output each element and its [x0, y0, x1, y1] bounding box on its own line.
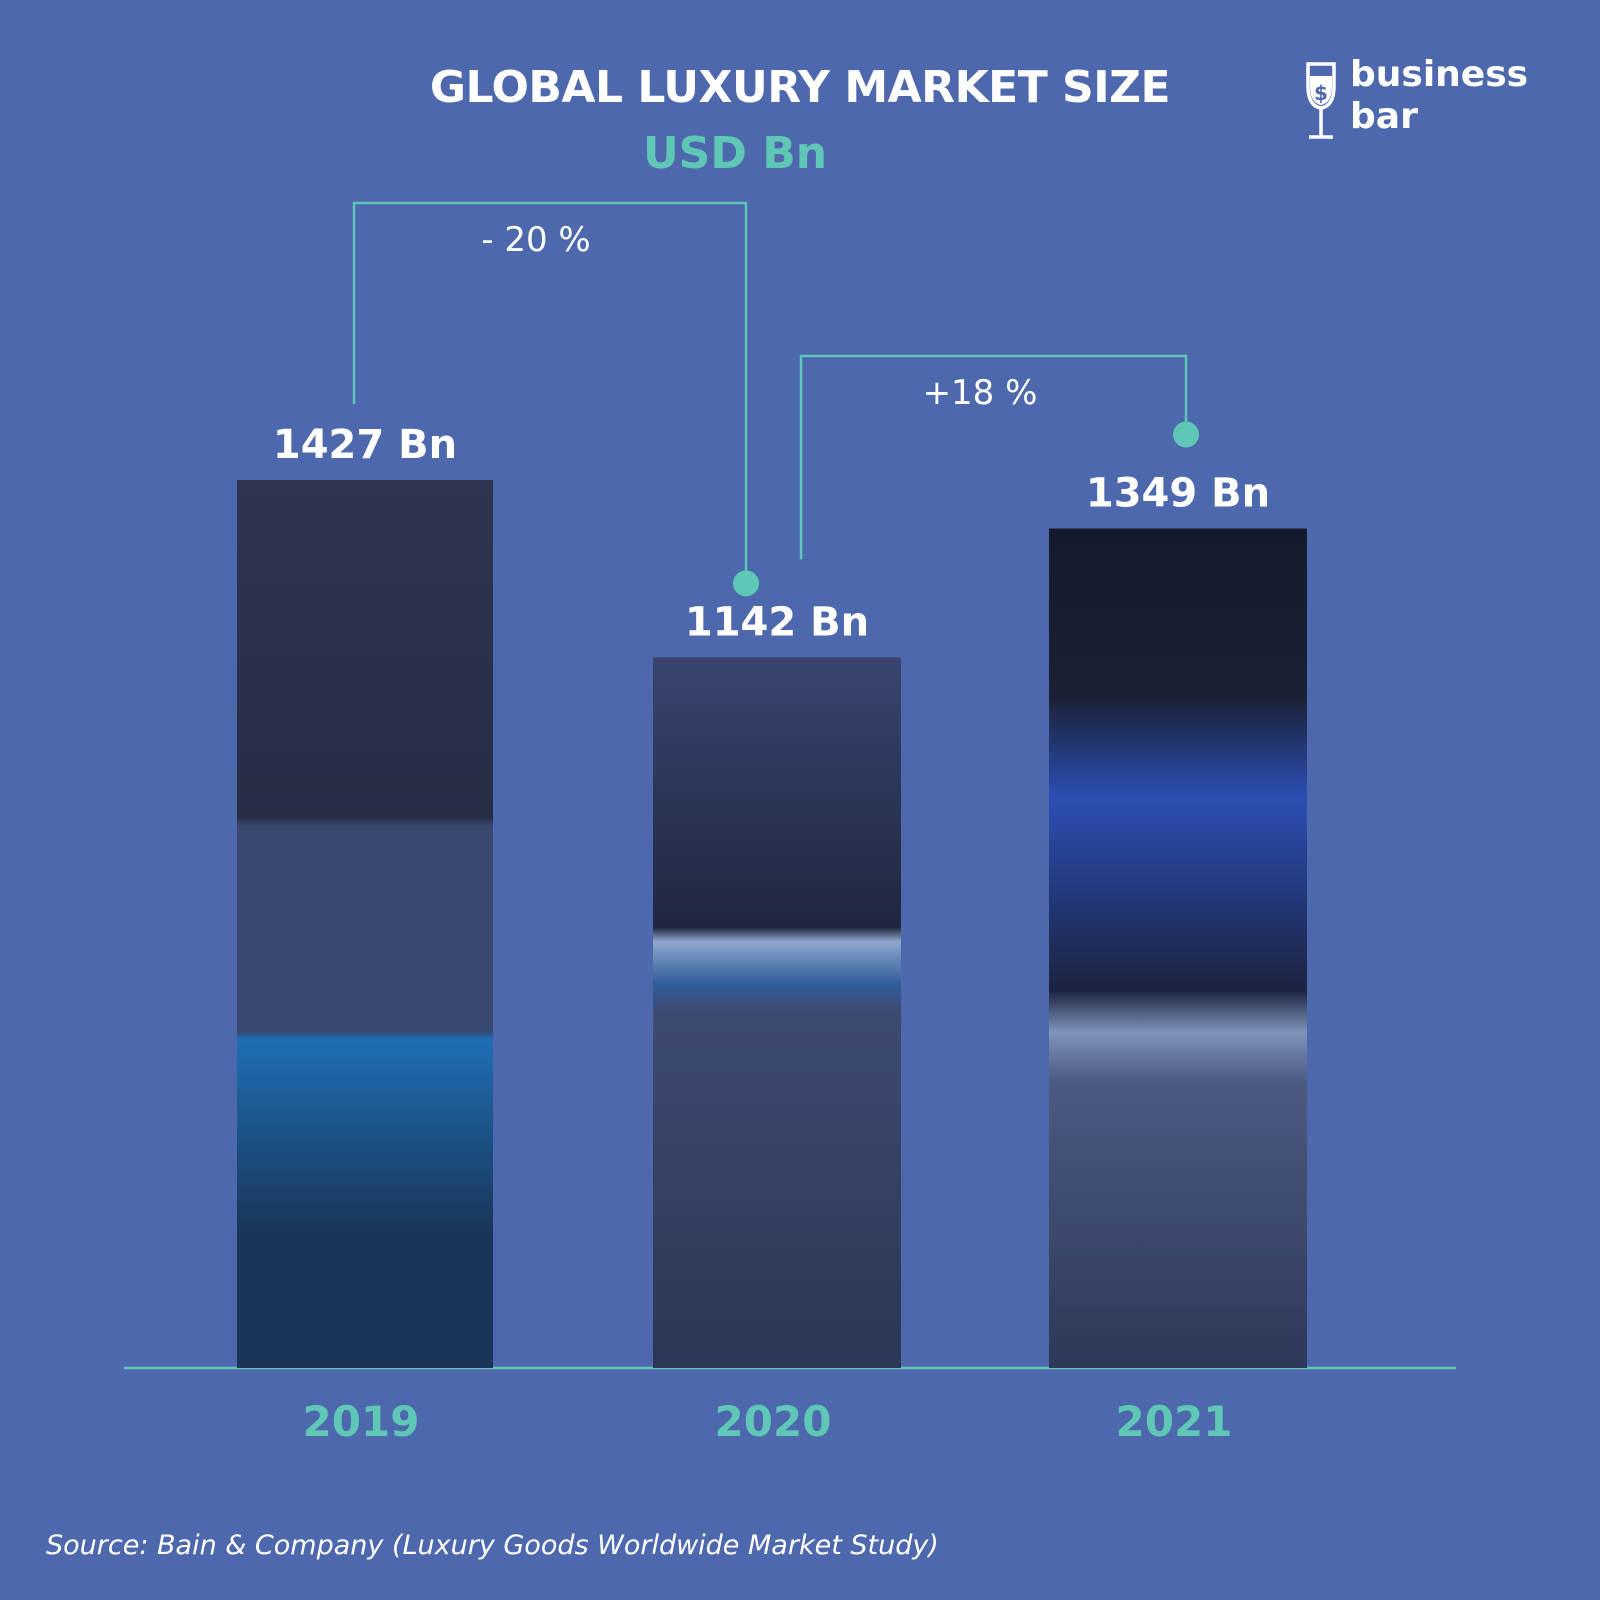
source-note: Source: Bain & Company (Luxury Goods Wor… [46, 1530, 939, 1561]
value-label-2019: 1427 Bn [273, 422, 457, 468]
bar-2019 [237, 480, 493, 1368]
tick-label-2020: 2020 [715, 1397, 832, 1446]
logo-text: business bar [1350, 54, 1529, 137]
bar-2020 [653, 657, 901, 1368]
value-label-2021: 1349 Bn [1086, 471, 1270, 517]
value-label-2020: 1142 Bn [685, 599, 869, 645]
change-2020-2021-dot [1173, 421, 1199, 448]
chart-title: GLOBAL LUXURY MARKET SIZE [429, 62, 1171, 113]
tick-label-2019: 2019 [303, 1397, 420, 1446]
change-2020-2021-label: +18 % [923, 373, 1038, 413]
bar-2021 [1049, 528, 1307, 1368]
chart-subtitle: USD Bn [642, 128, 828, 179]
svg-text:$: $ [1314, 81, 1328, 105]
tick-label-2021: 2021 [1116, 1397, 1233, 1446]
change-2020-2021-line [799, 354, 1188, 560]
change-2019-2020-dot [733, 570, 759, 597]
change-2019-2020-label: - 20 % [481, 220, 590, 260]
wine-glass-dollar-icon: $ [1306, 62, 1336, 139]
business-bar-logo: $ business bar [1304, 54, 1544, 146]
change-2019-2020-line [352, 201, 748, 584]
